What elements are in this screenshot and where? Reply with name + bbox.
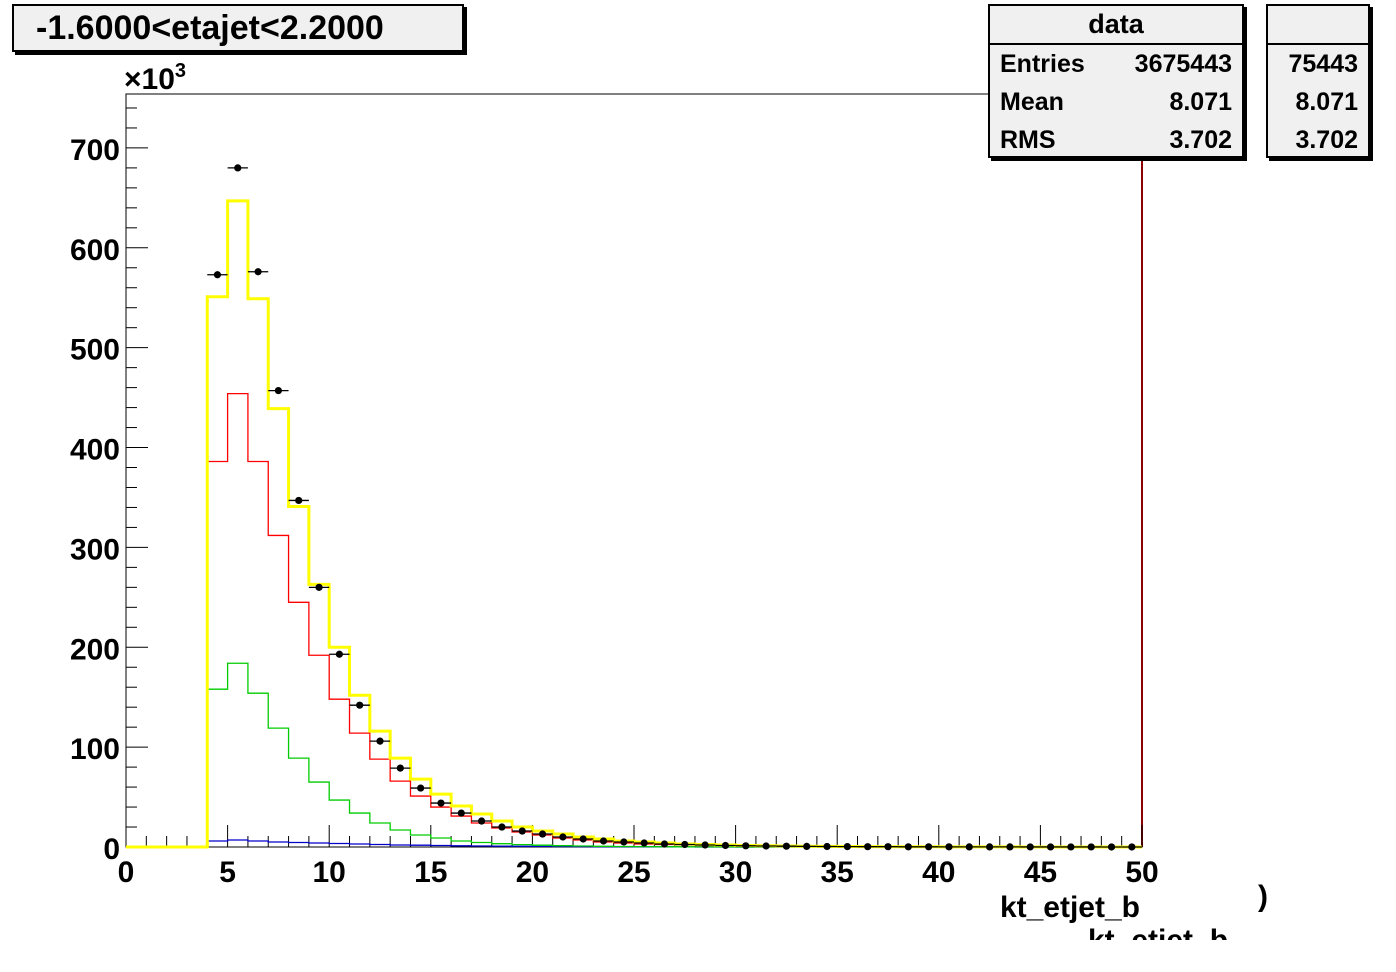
- y-tick-label: 300: [70, 533, 120, 566]
- overlapped-paren: ): [1258, 880, 1268, 913]
- overlapped-entries-row: 75443: [1268, 45, 1368, 83]
- y-tick-label: 0: [103, 833, 120, 866]
- data-point: [945, 843, 953, 851]
- series-layer: [126, 164, 1142, 851]
- data-point: [559, 833, 567, 841]
- mean-value: 8.071: [1169, 88, 1232, 116]
- data-point: [843, 843, 851, 851]
- data-point: [904, 843, 912, 851]
- data-point: [498, 823, 506, 831]
- data-point: [295, 496, 303, 505]
- x-tick-label: 45: [1024, 856, 1057, 889]
- x-tick-label: 5: [219, 856, 236, 889]
- data-point: [681, 840, 689, 849]
- data-point: [1046, 843, 1055, 851]
- stats-box: data Entries 3675443 Mean 8.071 RMS 3.70…: [988, 4, 1244, 158]
- data-point: [538, 830, 547, 838]
- x-tick-label: 20: [516, 856, 549, 889]
- y-tick-label: 700: [70, 134, 120, 167]
- x-tick-label: 35: [821, 856, 854, 889]
- y-multiplier: ×103: [124, 60, 186, 96]
- stats-title: data: [990, 6, 1242, 45]
- data-point: [1006, 843, 1014, 851]
- overlapped-stats-header: [1268, 6, 1368, 45]
- data-point: [599, 837, 608, 845]
- data-point: [437, 799, 445, 807]
- data-point: [640, 839, 648, 847]
- y-multiplier-base: ×10: [124, 63, 175, 96]
- data-point: [782, 842, 791, 850]
- data-point: [1128, 843, 1136, 851]
- data-point: [660, 840, 669, 848]
- y-tick-label: 500: [70, 334, 120, 367]
- mean-row: Mean 8.071: [990, 83, 1242, 121]
- entries-row: Entries 3675443: [990, 45, 1242, 83]
- y-tick-label: 600: [70, 234, 120, 267]
- data-point: [742, 842, 750, 850]
- rms-value: 3.702: [1169, 126, 1232, 154]
- x-tick-label: 15: [414, 856, 447, 889]
- rms-label: RMS: [1000, 126, 1056, 154]
- x-axis-title: kt_etjet_b: [1000, 891, 1140, 924]
- overlapped-mean-row: 8.071: [1268, 83, 1368, 121]
- data-point: [620, 838, 628, 846]
- data-point: [721, 841, 730, 850]
- rms-row: RMS 3.702: [990, 121, 1242, 159]
- y-tick-label: 200: [70, 633, 120, 666]
- x-tick-label: 0: [118, 856, 135, 889]
- histogram-step-line: [126, 199, 1142, 849]
- data-point: [396, 764, 404, 772]
- data-point: [1067, 843, 1075, 851]
- data-point: [884, 843, 892, 851]
- y-axis: 0 100 200 300 400 500 600 700: [70, 107, 148, 866]
- data-point: [823, 842, 831, 851]
- histogram-step-line: [126, 662, 1142, 848]
- x-tick-label: 30: [719, 856, 752, 889]
- y-tick-label: 400: [70, 434, 120, 467]
- x-tick-label: 40: [922, 856, 955, 889]
- y-tick-label: 100: [70, 733, 120, 766]
- x-tick-label: 50: [1125, 856, 1158, 889]
- data-point: [1026, 843, 1034, 851]
- data-point: [986, 843, 994, 851]
- plot-frame: [125, 93, 1143, 848]
- entries-value: 3675443: [1134, 50, 1232, 78]
- y-multiplier-exponent: 3: [175, 60, 186, 82]
- data-point: [579, 835, 587, 843]
- overlapped-rms-value: 3.702: [1295, 126, 1358, 154]
- entries-label: Entries: [1000, 50, 1085, 78]
- data-point: [1107, 843, 1116, 851]
- plot-title: -1.6000<etajet<2.2000: [12, 4, 464, 52]
- data-point: [965, 843, 973, 851]
- data-point: [376, 737, 384, 745]
- histogram-step-line: [126, 392, 1142, 848]
- data-point: [457, 809, 465, 817]
- x-axis: 0 5 10 15 20 25 30 35 40 45 50: [118, 825, 1159, 889]
- data-point: [417, 784, 425, 792]
- x-tick-label: 10: [313, 856, 346, 889]
- overlapped-stats-box: 75443 8.071 3.702: [1266, 4, 1370, 158]
- x-tick-label: 25: [617, 856, 650, 889]
- overlapped-x-axis-title: kt_etjet_b: [1088, 918, 1228, 940]
- data-point: [478, 817, 486, 825]
- data-point: [335, 650, 343, 658]
- data-point: [701, 841, 709, 849]
- data-point: [803, 842, 811, 851]
- data-point: [1087, 843, 1095, 851]
- overlapped-rms-row: 3.702: [1268, 121, 1368, 159]
- overlapped-mean-value: 8.071: [1295, 88, 1358, 116]
- data-point: [315, 583, 323, 591]
- data-point: [356, 701, 364, 709]
- data-point: [254, 268, 262, 276]
- data-point: [762, 842, 770, 850]
- mean-label: Mean: [1000, 88, 1064, 116]
- data-point: [213, 271, 222, 279]
- data-point: [234, 164, 242, 172]
- overlapped-entries-value: 75443: [1288, 50, 1358, 78]
- data-point: [274, 387, 282, 395]
- data-point: [925, 843, 933, 851]
- data-point: [518, 827, 526, 835]
- data-point: [864, 843, 872, 851]
